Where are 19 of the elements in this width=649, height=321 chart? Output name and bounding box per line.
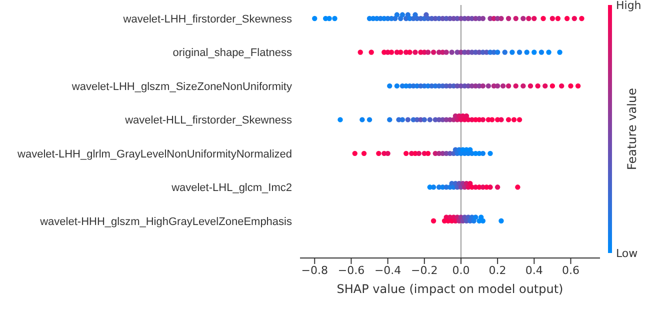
color-bar-label: High	[616, 0, 642, 12]
color-bar-title: Feature value	[625, 88, 640, 170]
y-tick-label: wavelet-HHH_glszm_HighGrayLevelZoneEmphasis	[39, 216, 292, 228]
x-axis-title: SHAP value (impact on model output)	[336, 282, 564, 296]
x-tick-label: 0.2	[488, 264, 506, 277]
x-tick-label: −0.4	[374, 264, 402, 277]
y-tick-label: wavelet-LHH_firstorder_Skewness	[122, 13, 292, 26]
x-tick-label: −0.6	[338, 264, 365, 277]
y-tick-label: original_shape_Flatness	[172, 47, 292, 60]
x-tick-label: −0.2	[411, 264, 438, 277]
color-bar-label: Low	[616, 246, 638, 260]
y-tick-label: wavelet-LHL_glcm_Imc2	[170, 182, 292, 194]
y-tick-label: wavelet-LHH_glszm_SizeZoneNonUniformity	[70, 80, 292, 93]
x-tick-label: −0.8	[301, 264, 328, 277]
x-tick-label: 0.6	[562, 264, 580, 277]
x-tick-label: 0.0	[452, 264, 470, 277]
y-tick-label: wavelet-HLL_firstorder_Skewness	[124, 114, 292, 127]
x-tick-label: 0.4	[525, 264, 543, 277]
y-tick-label: wavelet-LHH_glrlm_GrayLevelNonUniformityNormalized	[16, 148, 292, 160]
